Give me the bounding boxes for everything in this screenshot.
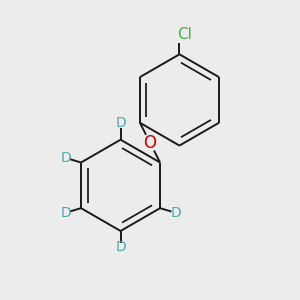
Text: D: D [115,240,126,254]
Text: D: D [170,206,181,220]
Text: D: D [60,206,71,220]
Text: O: O [143,134,157,152]
Text: D: D [60,151,71,165]
Text: D: D [115,116,126,130]
Text: Cl: Cl [177,27,192,42]
